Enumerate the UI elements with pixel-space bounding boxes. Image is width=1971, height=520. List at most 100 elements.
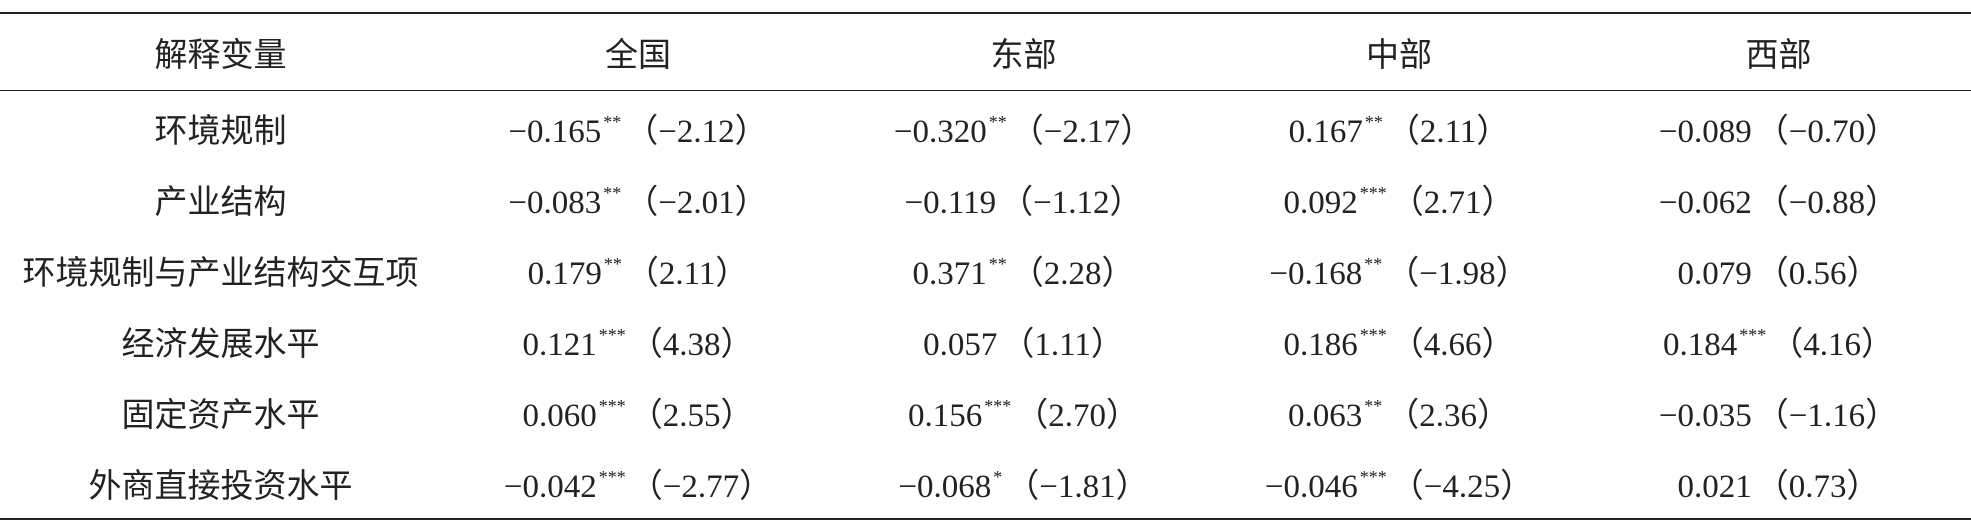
coefficient: −0.068 <box>898 468 992 505</box>
table-cell: 0.184 *** （4.16） <box>1586 305 1971 376</box>
header-cell: 中部 <box>1366 38 1432 74</box>
table-cell: −0.168 ** （−1.98） <box>1212 234 1586 305</box>
table-cell: 0.167 ** （2.11） <box>1212 91 1586 164</box>
coefficient: 0.121 <box>522 326 597 363</box>
coefficient: 0.063 <box>1288 397 1363 434</box>
coefficient: 0.092 <box>1283 184 1358 221</box>
t-statistic: （−1.98） <box>1386 255 1529 292</box>
table-cell: 0.371 ** （2.28） <box>835 234 1212 305</box>
t-statistic: （0.73） <box>1755 468 1880 505</box>
header-cell: 东部 <box>990 38 1057 74</box>
coefficient: −0.168 <box>1269 255 1363 292</box>
table-cell: −0.089 （−0.70） <box>1586 91 1971 164</box>
header-row: 解释变量 全国 东部 中部 西部 <box>0 13 1971 91</box>
table-row: 固定资产水平 0.060 *** （2.55） 0.156 *** （2.70） 0.063 *… <box>0 376 1971 447</box>
significance: *** <box>598 324 626 345</box>
coefficient: −0.042 <box>503 468 597 505</box>
t-statistic: （4.16） <box>1770 326 1894 363</box>
table-cell: −0.062 （−0.88） <box>1586 163 1971 234</box>
significance: *** <box>598 466 626 487</box>
coefficient: 0.179 <box>527 255 602 292</box>
t-statistic: （2.36） <box>1386 397 1510 434</box>
table-cell: 0.021 （0.73） <box>1586 447 1971 519</box>
table-cell: −0.083 ** （−2.01） <box>441 163 835 234</box>
coefficient: −0.320 <box>893 113 987 150</box>
significance: ** <box>1364 111 1383 132</box>
table-cell: 0.063 ** （2.36） <box>1212 376 1586 447</box>
coefficient: 0.060 <box>522 397 597 434</box>
significance: *** <box>1359 182 1387 203</box>
t-statistic: （−1.81） <box>1006 468 1149 505</box>
header-cell: 全国 <box>605 38 671 74</box>
table-row: 经济发展水平 0.121 *** （4.38） 0.057 （1.11） 0.186 *** （… <box>0 305 1971 376</box>
table-row: 环境规制 −0.165 ** （−2.12） −0.320 ** （−2.17） 0.167 *… <box>0 91 1971 164</box>
table-cell: 0.179 ** （2.11） <box>441 234 835 305</box>
coefficient: −0.083 <box>508 184 602 221</box>
table-row: 环境规制与产业结构交互项 0.179 ** （2.11） 0.371 ** （2.28） −0… <box>0 234 1971 305</box>
significance: ** <box>988 111 1007 132</box>
significance: ** <box>988 253 1007 274</box>
row-label: 经济发展水平 <box>121 326 320 363</box>
table-wrapper: 解释变量 全国 东部 中部 西部 环境规制 −0.165 ** （−2.12） −0.320 **… <box>0 12 1971 520</box>
t-statistic: （2.11） <box>1386 113 1510 150</box>
significance: ** <box>603 111 622 132</box>
significance: ** <box>603 182 622 203</box>
table-cell: −0.165 ** （−2.12） <box>441 91 835 164</box>
header-cell: 解释变量 <box>154 38 287 74</box>
t-statistic: （2.71） <box>1390 184 1515 221</box>
coefficient: 0.057 <box>923 326 998 363</box>
t-statistic: （−2.12） <box>625 113 768 150</box>
coefficient: 0.371 <box>912 255 987 292</box>
table-cell: 0.186 *** （4.66） <box>1212 305 1586 376</box>
t-statistic: （−2.01） <box>625 184 768 221</box>
table-cell: 0.156 *** （2.70） <box>835 376 1212 447</box>
coefficient: 0.186 <box>1283 326 1358 363</box>
table-cell: 0.121 *** （4.38） <box>441 305 835 376</box>
table-cell: 0.060 *** （2.55） <box>441 376 835 447</box>
coefficient: −0.035 <box>1658 397 1752 434</box>
coefficient: 0.156 <box>908 397 983 434</box>
header-cell: 西部 <box>1745 38 1812 74</box>
significance: *** <box>984 395 1012 416</box>
significance: ** <box>1364 395 1383 416</box>
coefficient: −0.119 <box>904 184 997 221</box>
significance: *** <box>1359 466 1387 487</box>
coefficient: −0.062 <box>1658 184 1752 221</box>
row-label: 环境规制与产业结构交互项 <box>22 255 419 292</box>
table-cell: −0.068 * （−1.81） <box>835 447 1212 519</box>
significance: ** <box>1364 253 1383 274</box>
t-statistic: （−2.77） <box>629 468 773 505</box>
row-label: 固定资产水平 <box>121 397 320 434</box>
t-statistic: （2.70） <box>1015 397 1139 434</box>
table-cell: −0.320 ** （−2.17） <box>835 91 1212 164</box>
significance: *** <box>1739 324 1767 345</box>
significance: ** <box>603 253 622 274</box>
t-statistic: （4.38） <box>629 326 754 363</box>
t-statistic: （−2.17） <box>1010 113 1154 150</box>
t-statistic: （−1.12） <box>1000 184 1143 221</box>
t-statistic: （−1.16） <box>1755 397 1899 434</box>
table-cell: 0.079 （0.56） <box>1586 234 1971 305</box>
table-cell: −0.046 *** （−4.25） <box>1212 447 1586 519</box>
coefficient: 0.079 <box>1677 255 1752 292</box>
table-cell: 0.057 （1.11） <box>835 305 1212 376</box>
coefficient: −0.165 <box>508 113 602 150</box>
t-statistic: （1.11） <box>1001 326 1124 363</box>
coefficient: −0.089 <box>1658 113 1752 150</box>
table-body: 环境规制 −0.165 ** （−2.12） −0.320 ** （−2.17） 0.167 *… <box>0 91 1971 519</box>
table-cell: −0.042 *** （−2.77） <box>441 447 835 519</box>
table-row: 产业结构 −0.083 ** （−2.01） −0.119 （−1.12） 0.092 ***… <box>0 163 1971 234</box>
page: {"table": { "header": ["解释变量", "全国", "东部… <box>0 13 1971 519</box>
row-label: 产业结构 <box>154 184 287 221</box>
significance: * <box>993 466 1003 487</box>
table-cell: −0.119 （−1.12） <box>835 163 1212 234</box>
coefficient: 0.184 <box>1663 326 1738 363</box>
t-statistic: （2.55） <box>629 397 754 434</box>
row-label: 环境规制 <box>154 113 287 150</box>
t-statistic: （4.66） <box>1390 326 1515 363</box>
coefficient: 0.021 <box>1677 468 1752 505</box>
t-statistic: （2.11） <box>625 255 749 292</box>
t-statistic: （2.28） <box>1010 255 1135 292</box>
table-cell: 0.092 *** （2.71） <box>1212 163 1586 234</box>
table-cell: −0.035 （−1.16） <box>1586 376 1971 447</box>
